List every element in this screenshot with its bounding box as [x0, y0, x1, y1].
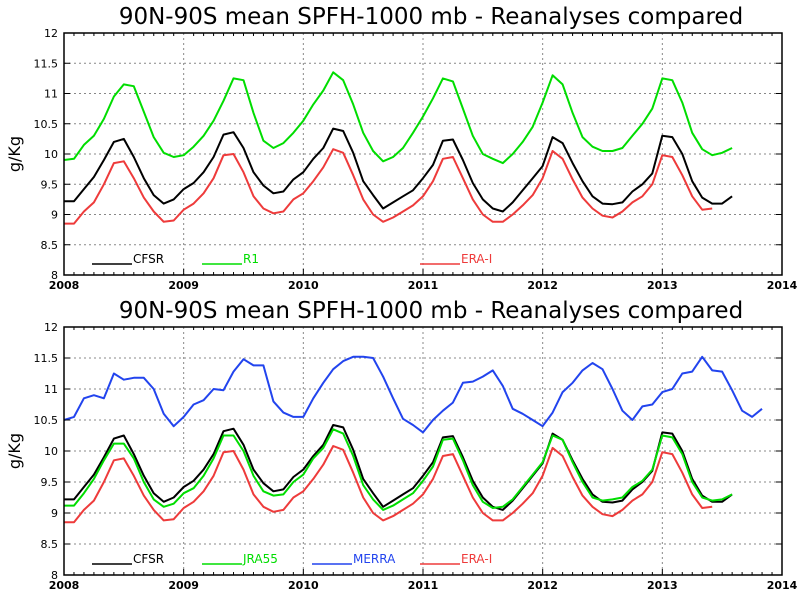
x-tick-label: 2008 [49, 579, 80, 592]
y-tick-label: 10 [44, 445, 58, 458]
y-tick-label: 12 [44, 27, 58, 40]
legend-entry: MERRA [353, 552, 396, 566]
chart-panel-2: 90N-90S mean SPFH-1000 mb - Reanalyses c… [5, 298, 798, 592]
x-tick-label: 2011 [408, 279, 439, 292]
x-tick-label: 2013 [647, 579, 678, 592]
legend-entry: ERA-I [461, 552, 492, 566]
series-line-r1 [63, 71, 733, 165]
y-tick-label: 11 [44, 383, 58, 396]
y-axis-label: g/Kg [5, 136, 24, 172]
x-tick-label: 2008 [49, 279, 80, 292]
x-tick-label: 2010 [288, 579, 319, 592]
x-tick-label: 2014 [767, 579, 798, 592]
x-tick-label: 2013 [647, 279, 678, 292]
series-line-cfsr [64, 127, 733, 213]
y-tick-label: 11 [44, 88, 58, 101]
chart-title: 90N-90S mean SPFH-1000 mb - Reanalyses c… [119, 298, 743, 324]
x-tick-label: 2009 [168, 279, 199, 292]
y-axis-label: g/Kg [5, 433, 24, 469]
y-tick-label: 9 [51, 507, 58, 520]
series-line-era-i [64, 148, 713, 225]
series-line-cfsr [64, 424, 733, 511]
y-tick-label: 9 [51, 209, 58, 222]
y-tick-label: 11.5 [34, 352, 59, 365]
x-tick-label: 2012 [527, 579, 558, 592]
legend-entry: JRA55 [242, 552, 278, 566]
y-tick-label: 8.5 [41, 239, 59, 252]
legend-entry: CFSR [133, 252, 164, 266]
y-tick-label: 8 [51, 269, 58, 282]
series-line-era-i [64, 445, 713, 524]
x-tick-label: 2009 [168, 579, 199, 592]
y-tick-label: 10 [44, 148, 58, 161]
y-tick-label: 10.5 [34, 414, 59, 427]
x-tick-label: 2012 [527, 279, 558, 292]
legend-entry: R1 [243, 252, 259, 266]
x-tick-label: 2010 [288, 279, 319, 292]
series-line-jra55 [64, 428, 733, 511]
x-tick-label: 2011 [408, 579, 439, 592]
legend-entry: ERA-I [461, 252, 492, 266]
y-tick-label: 12 [44, 321, 58, 334]
x-tick-label: 2014 [767, 279, 798, 292]
y-tick-label: 8.5 [41, 538, 59, 551]
y-tick-label: 10.5 [34, 118, 59, 131]
y-tick-label: 8 [51, 569, 58, 582]
series-line-merra [63, 355, 763, 434]
chart-panel-1: 90N-90S mean SPFH-1000 mb - Reanalyses c… [5, 4, 798, 292]
y-tick-label: 11.5 [34, 57, 59, 70]
legend-entry: CFSR [133, 552, 164, 566]
chart-title: 90N-90S mean SPFH-1000 mb - Reanalyses c… [119, 4, 743, 30]
y-tick-label: 9.5 [41, 476, 59, 489]
y-tick-label: 9.5 [41, 178, 59, 191]
